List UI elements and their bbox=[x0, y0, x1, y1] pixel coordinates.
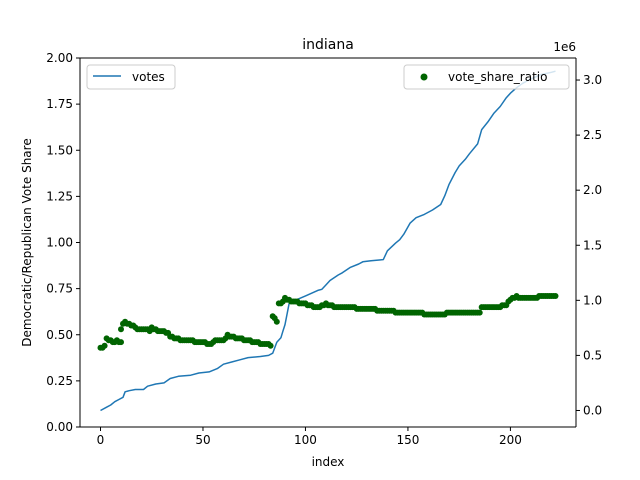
legend-vote-share-ratio-label: vote_share_ratio bbox=[448, 70, 547, 84]
y-left-tick-label: 1.50 bbox=[46, 143, 73, 157]
y-left-axis-ticks: 0.00 0.25 0.50 0.75 1.00 1.25 1.50 1.75 2.00 bbox=[46, 51, 80, 434]
y-left-tick-label: 0.50 bbox=[46, 328, 73, 342]
y-left-tick-label: 1.75 bbox=[46, 97, 73, 111]
y-right-tick-label: 1.0 bbox=[583, 293, 602, 307]
legend-votes: votes bbox=[86, 64, 176, 90]
y-left-tick-label: 2.00 bbox=[46, 51, 73, 65]
x-axis-label: index bbox=[312, 455, 345, 469]
y-right-tick-label: 3.0 bbox=[583, 73, 602, 87]
x-axis-ticks: 0 50 100 150 200 bbox=[97, 427, 522, 447]
series-line-votes bbox=[100, 70, 556, 412]
y-right-tick-label: 0.5 bbox=[583, 348, 602, 362]
y-right-tick-label: 2.5 bbox=[583, 128, 602, 142]
y-right-tick-label: 1.5 bbox=[583, 238, 602, 252]
y-left-tick-label: 0.75 bbox=[46, 282, 73, 296]
y-left-axis-label: Democratic/Republican Vote Share bbox=[20, 138, 34, 346]
x-tick-label: 150 bbox=[396, 433, 419, 447]
x-tick-label: 100 bbox=[294, 433, 317, 447]
plot-area bbox=[80, 58, 576, 427]
legend-votes-frame bbox=[86, 64, 176, 90]
point-vote-share-ratio-11 bbox=[118, 326, 124, 333]
y-left-tick-label: 0.00 bbox=[46, 420, 73, 434]
point-vote-share-ratio-186 bbox=[476, 309, 483, 316]
y-left-tick-label: 1.00 bbox=[46, 236, 73, 250]
point-vote-share-ratio-10 bbox=[118, 339, 124, 346]
chart-title: indiana bbox=[302, 37, 354, 53]
y-left-tick-label: 0.25 bbox=[46, 374, 73, 388]
point-vote-share-ratio-87 bbox=[273, 318, 280, 325]
legend-vote-share-ratio-marker bbox=[420, 73, 428, 81]
y-right-axis-ticks: 0.0 0.5 1.0 1.5 2.0 2.5 3.0 bbox=[576, 73, 602, 417]
data-layer bbox=[97, 70, 559, 412]
x-tick-label: 0 bbox=[97, 433, 105, 447]
point-vote-share-ratio-223 bbox=[552, 293, 559, 299]
legend-vote-share-ratio: vote_share_ratio bbox=[403, 64, 570, 90]
y-right-tick-label: 2.0 bbox=[583, 183, 602, 197]
x-tick-label: 200 bbox=[499, 433, 522, 447]
legend-votes-label: votes bbox=[132, 70, 165, 84]
y-right-tick-label: 0.0 bbox=[583, 403, 602, 417]
point-vote-share-ratio-2 bbox=[101, 342, 108, 349]
y-left-tick-label: 1.25 bbox=[46, 189, 73, 203]
point-vote-share-ratio-84 bbox=[267, 342, 274, 349]
legend-vote-share-ratio-frame bbox=[403, 64, 570, 90]
x-tick-label: 50 bbox=[195, 433, 210, 447]
right-axis-offset-label: 1e6 bbox=[553, 40, 576, 54]
